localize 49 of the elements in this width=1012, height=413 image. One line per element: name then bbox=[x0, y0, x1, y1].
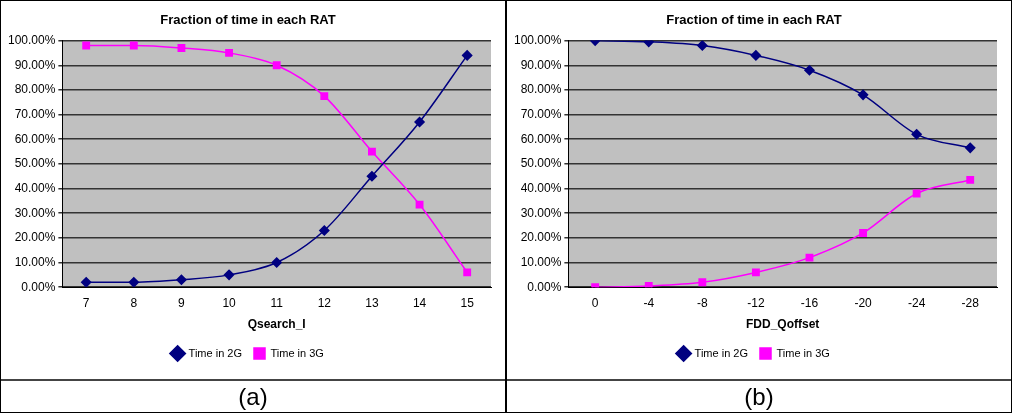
x-tick-label: 11 bbox=[270, 295, 284, 310]
y-tick-label: 100.00% bbox=[514, 32, 562, 47]
x-tick-label: -12 bbox=[747, 295, 765, 310]
x-tick-label: 13 bbox=[365, 295, 379, 310]
x-tick-label: 7 bbox=[82, 295, 90, 310]
legend-label: Time in 2G bbox=[694, 346, 749, 359]
x-tick-label: 10 bbox=[222, 295, 237, 310]
y-tick-label: 100.00% bbox=[8, 32, 56, 47]
y-tick-label: 80.00% bbox=[14, 82, 56, 97]
x-tick-label: -16 bbox=[800, 295, 819, 310]
x-tick-label: 12 bbox=[317, 295, 332, 310]
y-tick-label: 0.00% bbox=[527, 279, 562, 294]
x-tick-label: 9 bbox=[178, 295, 186, 310]
legend-label: Time in 2G bbox=[188, 346, 243, 359]
y-tick-label: 40.00% bbox=[14, 180, 56, 195]
y-tick-label: 40.00% bbox=[520, 180, 562, 195]
x-tick-label: -20 bbox=[854, 295, 873, 310]
y-tick-label: 20.00% bbox=[14, 230, 56, 245]
y-tick-label: 30.00% bbox=[520, 205, 562, 220]
chart-title: Fraction of time in each RAT bbox=[666, 12, 842, 28]
y-tick-label: 60.00% bbox=[520, 131, 562, 146]
y-tick-label: 50.00% bbox=[520, 156, 562, 171]
x-tick-label: 8 bbox=[130, 295, 138, 310]
x-axis-title: Qsearch_I bbox=[247, 317, 306, 332]
y-tick-label: 10.00% bbox=[520, 254, 562, 269]
x-tick-label: -28 bbox=[961, 295, 980, 310]
text: (a) bbox=[1, 379, 505, 411]
legend-label: Time in 3G bbox=[270, 346, 324, 359]
y-tick-label: 90.00% bbox=[520, 57, 562, 72]
x-axis-title: FDD_Qoffset bbox=[746, 317, 820, 332]
chart-title: Fraction of time in each RAT bbox=[160, 12, 336, 28]
y-tick-label: 50.00% bbox=[14, 156, 56, 171]
y-tick-label: 0.00% bbox=[21, 279, 56, 294]
x-tick-label: -4 bbox=[643, 295, 655, 310]
legend-label: Time in 3G bbox=[776, 346, 830, 359]
y-tick-label: 70.00% bbox=[520, 106, 562, 121]
y-tick-label: 70.00% bbox=[14, 106, 56, 121]
y-tick-label: 90.00% bbox=[14, 57, 56, 72]
y-tick-label: 60.00% bbox=[14, 131, 56, 146]
y-tick-label: 80.00% bbox=[520, 82, 562, 97]
text: (b) bbox=[507, 379, 1011, 411]
x-tick-label: 15 bbox=[460, 295, 475, 310]
x-tick-label: -8 bbox=[696, 295, 708, 310]
x-tick-label: -24 bbox=[907, 295, 926, 310]
y-tick-label: 10.00% bbox=[14, 254, 56, 269]
y-tick-label: 20.00% bbox=[520, 230, 562, 245]
x-tick-label: 14 bbox=[412, 295, 427, 310]
y-tick-label: 30.00% bbox=[14, 205, 56, 220]
x-tick-label: 0 bbox=[591, 295, 599, 310]
